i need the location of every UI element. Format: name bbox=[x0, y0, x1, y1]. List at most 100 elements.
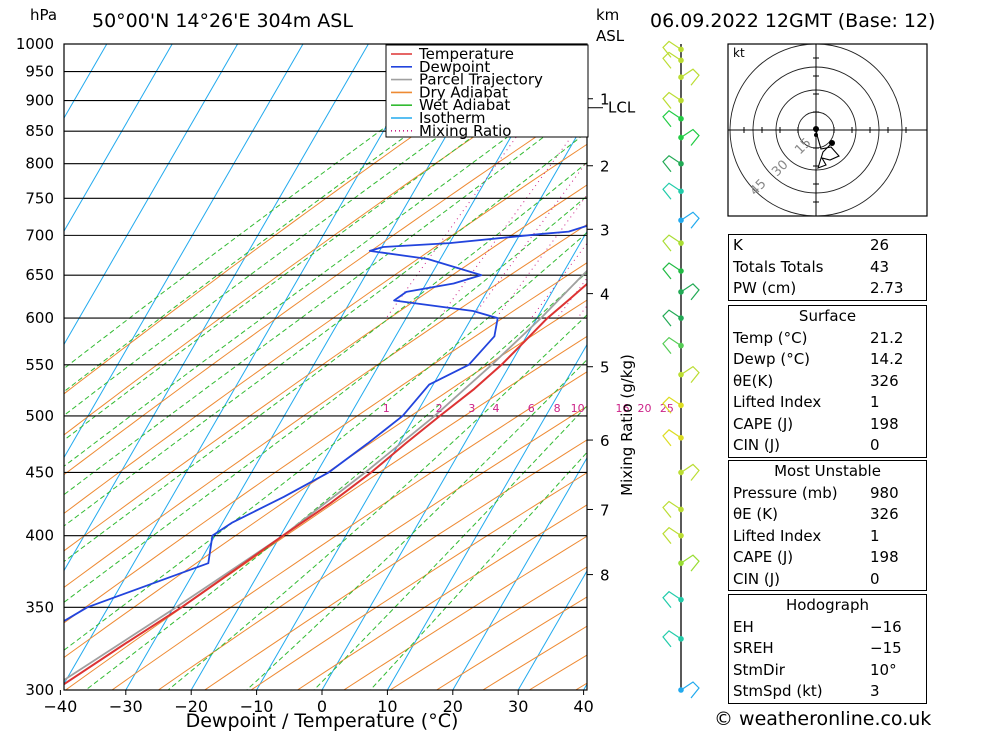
index-label: Lifted Index bbox=[733, 393, 822, 411]
km-tick-label: 1 bbox=[600, 91, 610, 109]
index-row: CIN (J) 0 bbox=[729, 569, 926, 591]
index-row: PW (cm) 2.73 bbox=[729, 278, 926, 300]
mixing-ratio-label: 6 bbox=[528, 402, 535, 415]
wet-adiabat-line bbox=[64, 161, 587, 563]
wind-barb bbox=[680, 128, 700, 146]
index-label: SREH bbox=[733, 639, 774, 657]
isotherm-line bbox=[256, 117, 587, 690]
wind-barb bbox=[680, 463, 700, 481]
index-value: 3 bbox=[870, 682, 880, 700]
index-row: StmDir 10° bbox=[729, 660, 926, 682]
legend-label: Temperature bbox=[418, 45, 514, 63]
surface-title: Surface bbox=[798, 307, 857, 325]
isotherm-line bbox=[321, 230, 587, 690]
index-row: Lifted Index 1 bbox=[729, 526, 926, 548]
x-tick-label: −10 bbox=[240, 697, 274, 716]
index-row: Totals Totals 43 bbox=[729, 257, 926, 279]
site-credit: © weatheronline.co.uk bbox=[714, 708, 932, 730]
hodograph-point bbox=[829, 140, 835, 146]
pressure-tick-label: 500 bbox=[25, 407, 54, 425]
pressure-tick-label: 350 bbox=[25, 598, 54, 616]
mixing-ratio-label: 4 bbox=[493, 402, 500, 415]
indices-table: K 26 Totals Totals 43 PW (cm) 2.73 bbox=[728, 234, 927, 301]
wind-barb bbox=[680, 365, 700, 383]
pressure-tick-label: 550 bbox=[25, 356, 54, 374]
index-label: K bbox=[733, 236, 743, 254]
index-label: CIN (J) bbox=[733, 436, 781, 454]
km-tick-label: 2 bbox=[600, 158, 610, 176]
dewpoint-line bbox=[64, 224, 587, 623]
legend-label: Isotherm bbox=[419, 109, 486, 127]
wind-barb bbox=[662, 429, 682, 447]
hodograph-trace bbox=[815, 127, 840, 169]
hodograph-title: Hodograph bbox=[785, 596, 870, 614]
dry-adiabat-line bbox=[250, 472, 587, 690]
wind-profile bbox=[662, 40, 700, 699]
dry-adiabat-line bbox=[158, 405, 587, 690]
index-value: 198 bbox=[870, 414, 899, 433]
index-value: 326 bbox=[870, 505, 899, 523]
index-value: 1 bbox=[870, 393, 880, 411]
pressure-tick-label: 450 bbox=[25, 463, 54, 481]
index-value: −15 bbox=[870, 639, 902, 657]
x-tick-label: −40 bbox=[44, 697, 78, 716]
wind-barb bbox=[662, 336, 682, 354]
legend-label: Wet Adiabat bbox=[419, 96, 510, 114]
location-title: 50°00'N 14°26'E 304m ASL bbox=[92, 10, 353, 32]
dry-adiabat-line bbox=[64, 184, 587, 552]
hodograph-unit: kt bbox=[733, 46, 745, 60]
x-axis-title: Dewpoint / Temperature (°C) bbox=[186, 710, 459, 732]
most-unstable-title: Most Unstable bbox=[774, 462, 881, 480]
legend-label: Dewpoint bbox=[419, 58, 490, 76]
temperature-line bbox=[64, 282, 587, 686]
lcl-label: LCL bbox=[608, 99, 636, 117]
index-label: θE (K) bbox=[733, 505, 778, 523]
dry-adiabat-line bbox=[64, 58, 587, 436]
index-label: PW (cm) bbox=[733, 279, 797, 297]
legend-label: Parcel Trajectory bbox=[419, 71, 543, 89]
wet-adiabat-line bbox=[64, 51, 587, 441]
index-row: θE(K) 326 bbox=[729, 371, 926, 393]
wind-barb bbox=[680, 68, 700, 86]
index-value: 198 bbox=[870, 548, 899, 566]
index-row: Temp (°C) 21.2 bbox=[729, 328, 926, 350]
isotherm-line bbox=[64, 44, 173, 233]
index-row: StmSpd (kt) 3 bbox=[729, 681, 926, 703]
dry-adiabat-line bbox=[204, 439, 587, 690]
index-value: 26 bbox=[870, 236, 890, 254]
wind-barb bbox=[662, 500, 682, 518]
dry-adiabat-line bbox=[111, 371, 587, 690]
wet-adiabat-line bbox=[167, 314, 587, 690]
wind-barb bbox=[680, 211, 700, 229]
mixing-ratio-label: 3 bbox=[468, 402, 475, 415]
wind-barb bbox=[662, 526, 682, 545]
pressure-unit-label: hPa bbox=[30, 6, 57, 24]
index-row: θE (K) 326 bbox=[729, 504, 926, 526]
wind-barb bbox=[662, 91, 682, 109]
wet-adiabat-line bbox=[370, 451, 587, 690]
x-tick-label: −30 bbox=[109, 697, 143, 716]
km-tick-label: 5 bbox=[600, 359, 610, 377]
isotherm-line bbox=[64, 44, 435, 685]
height-unit-km: km bbox=[596, 6, 619, 24]
index-value: −16 bbox=[870, 617, 902, 636]
wind-barb bbox=[680, 681, 700, 699]
wind-barb bbox=[662, 234, 682, 252]
index-row: CAPE (J) 198 bbox=[729, 414, 926, 436]
isotherm-line bbox=[386, 343, 587, 690]
wind-barb bbox=[662, 182, 682, 200]
mixing-ratio-label: 20 bbox=[638, 402, 652, 415]
pressure-tick-label: 400 bbox=[25, 527, 54, 545]
pressure-tick-label: 800 bbox=[25, 155, 54, 173]
index-label: Totals Totals bbox=[733, 257, 824, 276]
index-row: K 26 bbox=[729, 235, 926, 257]
index-row: CIN (J) 0 bbox=[729, 435, 926, 457]
wind-barb bbox=[662, 154, 682, 173]
isotherm-line bbox=[517, 569, 587, 690]
wet-adiabat-line bbox=[64, 44, 500, 370]
wet-adiabat-line bbox=[64, 44, 533, 393]
index-row: Lifted Index 1 bbox=[729, 392, 926, 414]
index-label: CIN (J) bbox=[733, 569, 781, 588]
